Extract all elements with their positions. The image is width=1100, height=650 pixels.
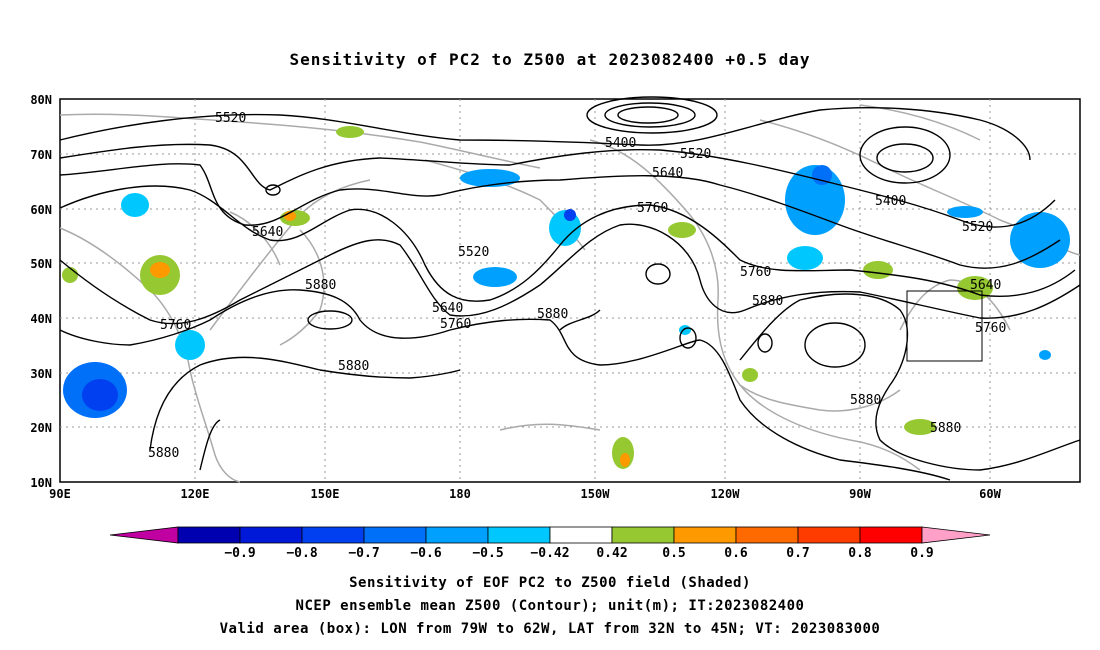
- lat-tick-label: 50N: [30, 257, 52, 271]
- plot-title: Sensitivity of PC2 to Z500 at 2023082400…: [289, 50, 811, 69]
- lon-tick-label: 120W: [711, 487, 741, 501]
- contour-label: 5640: [432, 301, 463, 316]
- sensitivity-shading: [62, 126, 1070, 469]
- contour-label: 5520: [215, 111, 246, 126]
- lat-tick-label: 10N: [30, 476, 52, 490]
- colorbar-cell: [425, 526, 489, 544]
- lat-tick-label: 70N: [30, 148, 52, 162]
- contour-label: 5400: [605, 136, 636, 151]
- contour-label: 5880: [850, 393, 881, 408]
- colorbar-label: 0.42: [596, 546, 627, 561]
- colorbar-cell: [611, 526, 675, 544]
- colorbar-label: −0.9: [224, 546, 255, 561]
- colorbar-cell: [549, 526, 613, 544]
- colorbar-cell: [735, 526, 799, 544]
- contour-label: 5760: [740, 265, 771, 280]
- lon-tick-label: 180: [449, 487, 471, 501]
- contour-label: 5880: [148, 446, 179, 461]
- lat-tick-label: 60N: [30, 203, 52, 217]
- lat-tick-label: 40N: [30, 312, 52, 326]
- lon-tick-label: 90W: [849, 487, 871, 501]
- colorbar-cell: [177, 526, 241, 544]
- contour-label: 5880: [338, 359, 369, 374]
- valid-area-box: [906, 290, 983, 362]
- colorbar-cell: [859, 526, 923, 544]
- contour-label: 5880: [305, 278, 336, 293]
- contour-label: 5520: [680, 147, 711, 162]
- colorbar-label: 0.6: [724, 546, 748, 561]
- contour-label: 5760: [975, 321, 1006, 336]
- caption-valid-area: Valid area (box): LON from 79W to 62W, L…: [219, 621, 881, 637]
- contour-label: 5640: [970, 278, 1001, 293]
- contour-label: 5880: [930, 421, 961, 436]
- contour-label: 5400: [875, 194, 906, 209]
- contour-label: 5880: [537, 307, 568, 322]
- lon-tick-label: 90E: [49, 487, 71, 501]
- contour-label: 5520: [962, 220, 993, 235]
- contour-label: 5880: [752, 294, 783, 309]
- colorbar-label: −0.7: [348, 546, 379, 561]
- colorbar-label: −0.42: [530, 546, 569, 561]
- colorbar-label: −0.5: [472, 546, 503, 561]
- z500-contours: [59, 96, 1081, 481]
- contour-label: 5760: [637, 201, 668, 216]
- colorbar-label: 0.8: [848, 546, 872, 561]
- coastlines: [59, 104, 1081, 483]
- contour-label: 5760: [160, 318, 191, 333]
- lat-tick-label: 80N: [30, 93, 52, 107]
- colorbar-label: 0.5: [662, 546, 685, 561]
- gridlines: [60, 99, 1080, 482]
- colorbar-right-triangle: [921, 526, 991, 544]
- colorbar-label: −0.8: [286, 546, 317, 561]
- lat-tick-label: 20N: [30, 421, 52, 435]
- colorbar-cell: [363, 526, 427, 544]
- caption-contour: NCEP ensemble mean Z500 (Contour); unit(…: [295, 598, 805, 614]
- contour-labels: 5520 5400 5520 5640 5760 5640 5520 5760 …: [148, 111, 1006, 461]
- colorbar: −0.9 −0.8 −0.7 −0.6 −0.5 −0.42 0.42 0.5 0.6 0.7 0.…: [109, 526, 991, 561]
- colorbar-label: 0.9: [910, 546, 933, 561]
- colorbar-cell: [487, 526, 551, 544]
- caption-shading: Sensitivity of EOF PC2 to Z500 field (Sh…: [349, 575, 751, 591]
- contour-label: 5520: [458, 245, 489, 260]
- lon-tick-label: 120E: [181, 487, 210, 501]
- contour-label: 5640: [252, 225, 283, 240]
- lon-tick-label: 150W: [581, 487, 611, 501]
- contour-label: 5760: [440, 317, 471, 332]
- lon-axis-labels: 90E 120E 150E 180 150W 120W 90W 60W: [49, 487, 1001, 501]
- colorbar-label: 0.7: [786, 546, 809, 561]
- colorbar-cell: [301, 526, 365, 544]
- colorbar-cell: [239, 526, 303, 544]
- lat-tick-label: 30N: [30, 367, 52, 381]
- colorbar-label: −0.6: [410, 546, 441, 561]
- colorbar-left-triangle: [109, 526, 179, 544]
- lon-tick-label: 150E: [311, 487, 340, 501]
- colorbar-cell: [673, 526, 737, 544]
- lat-axis-labels: 80N 70N 60N 50N 40N 30N 20N 10N: [30, 93, 52, 490]
- colorbar-cell: [797, 526, 861, 544]
- contour-label: 5640: [652, 166, 683, 181]
- lon-tick-label: 60W: [979, 487, 1001, 501]
